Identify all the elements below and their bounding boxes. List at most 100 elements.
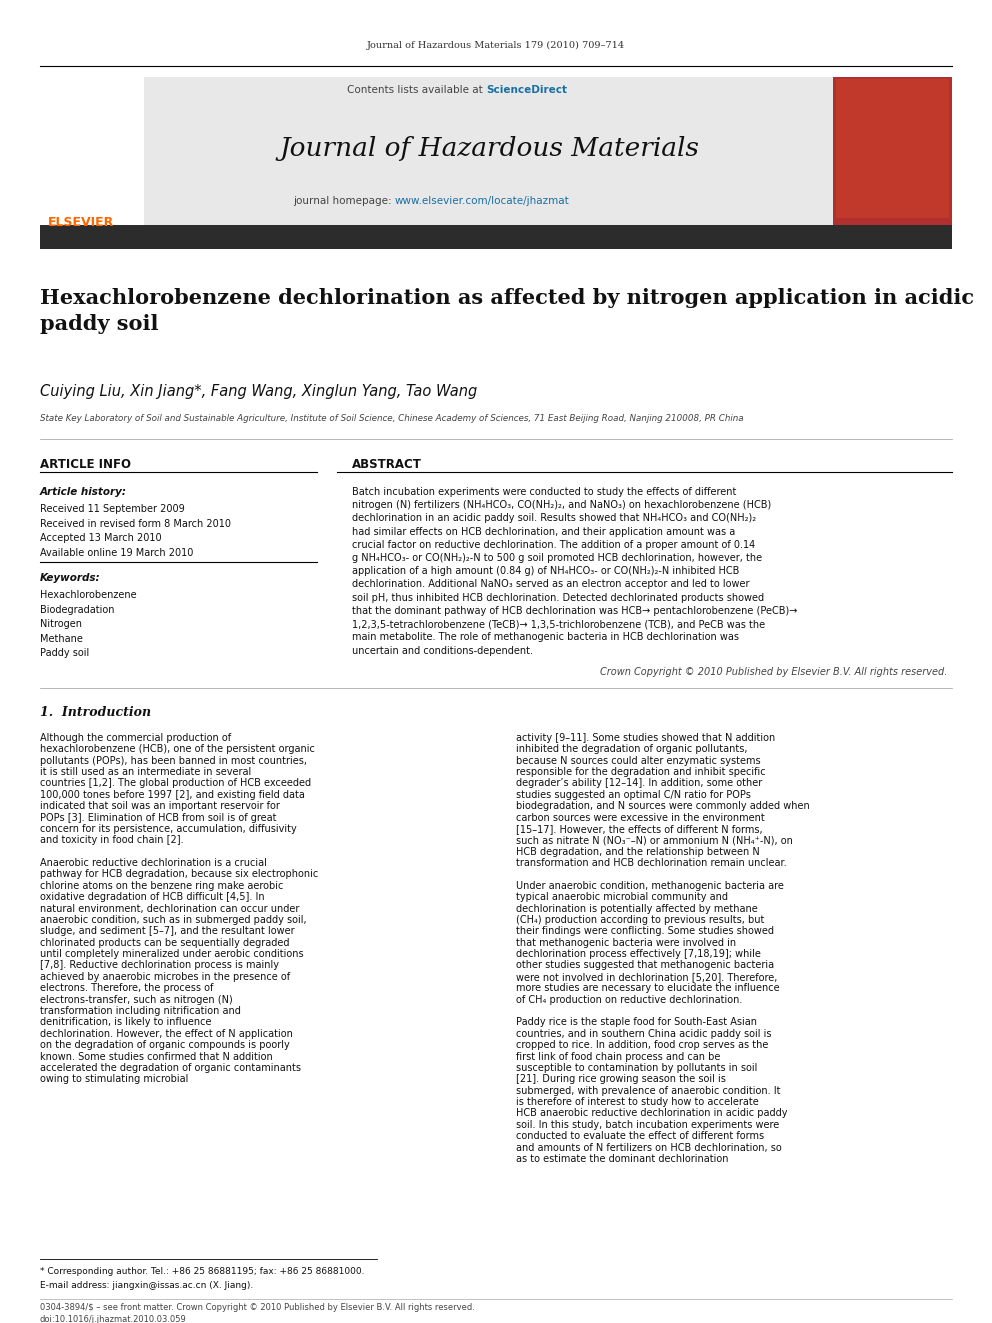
Text: countries, and in southern China acidic paddy soil is: countries, and in southern China acidic … bbox=[516, 1029, 772, 1039]
Text: [15–17]. However, the effects of different N forms,: [15–17]. However, the effects of differe… bbox=[516, 824, 763, 833]
Text: first link of food chain process and can be: first link of food chain process and can… bbox=[516, 1052, 720, 1061]
Text: biodegradation, and N sources were commonly added when: biodegradation, and N sources were commo… bbox=[516, 802, 809, 811]
Text: Article history:: Article history: bbox=[40, 487, 127, 497]
Text: [21]. During rice growing season the soil is: [21]. During rice growing season the soi… bbox=[516, 1074, 726, 1085]
Text: Under anaerobic condition, methanogenic bacteria are: Under anaerobic condition, methanogenic … bbox=[516, 881, 784, 890]
Text: uncertain and conditions-dependent.: uncertain and conditions-dependent. bbox=[352, 646, 533, 656]
Text: soil. In this study, batch incubation experiments were: soil. In this study, batch incubation ex… bbox=[516, 1119, 779, 1130]
Text: accelerated the degradation of organic contaminants: accelerated the degradation of organic c… bbox=[40, 1062, 301, 1073]
Text: Journal of Hazardous Materials 179 (2010) 709–714: Journal of Hazardous Materials 179 (2010… bbox=[367, 41, 625, 49]
Text: anaerobic condition, such as in submerged paddy soil,: anaerobic condition, such as in submerge… bbox=[40, 916, 307, 925]
Text: Methane: Methane bbox=[40, 634, 82, 644]
Text: indicated that soil was an important reservoir for: indicated that soil was an important res… bbox=[40, 802, 280, 811]
Text: is therefore of interest to study how to accelerate: is therefore of interest to study how to… bbox=[516, 1097, 759, 1107]
FancyBboxPatch shape bbox=[144, 77, 833, 225]
FancyBboxPatch shape bbox=[833, 77, 952, 225]
Text: ABSTRACT: ABSTRACT bbox=[352, 458, 422, 471]
Text: HCB degradation, and the relationship between N: HCB degradation, and the relationship be… bbox=[516, 847, 760, 857]
Text: Journal of Hazardous Materials: Journal of Hazardous Materials bbox=[279, 136, 699, 160]
Text: electrons-transfer, such as nitrogen (N): electrons-transfer, such as nitrogen (N) bbox=[40, 995, 232, 1004]
Text: and toxicity in food chain [2].: and toxicity in food chain [2]. bbox=[40, 835, 184, 845]
Text: electrons. Therefore, the process of: electrons. Therefore, the process of bbox=[40, 983, 213, 994]
Text: conducted to evaluate the effect of different forms: conducted to evaluate the effect of diff… bbox=[516, 1131, 764, 1142]
Text: pollutants (POPs), has been banned in most countries,: pollutants (POPs), has been banned in mo… bbox=[40, 755, 307, 766]
Text: their findings were conflicting. Some studies showed: their findings were conflicting. Some st… bbox=[516, 926, 774, 937]
Text: ELSEVIER: ELSEVIER bbox=[48, 216, 114, 229]
Text: such as nitrate N (NO₃⁻–N) or ammonium N (NH₄⁺-N), on: such as nitrate N (NO₃⁻–N) or ammonium N… bbox=[516, 835, 793, 845]
Text: countries [1,2]. The global production of HCB exceeded: countries [1,2]. The global production o… bbox=[40, 778, 310, 789]
FancyBboxPatch shape bbox=[40, 225, 952, 249]
Text: Anaerobic reductive dechlorination is a crucial: Anaerobic reductive dechlorination is a … bbox=[40, 859, 267, 868]
Text: pathway for HCB degradation, because six electrophonic: pathway for HCB degradation, because six… bbox=[40, 869, 317, 880]
Text: Received in revised form 8 March 2010: Received in revised form 8 March 2010 bbox=[40, 519, 231, 529]
Text: Paddy rice is the staple food for South-East Asian: Paddy rice is the staple food for South-… bbox=[516, 1017, 757, 1028]
Text: chlorine atoms on the benzene ring make aerobic: chlorine atoms on the benzene ring make … bbox=[40, 881, 283, 890]
Text: until completely mineralized under aerobic conditions: until completely mineralized under aerob… bbox=[40, 949, 304, 959]
Text: known. Some studies confirmed that N addition: known. Some studies confirmed that N add… bbox=[40, 1052, 273, 1061]
Text: oxidative degradation of HCB difficult [4,5]. In: oxidative degradation of HCB difficult [… bbox=[40, 892, 264, 902]
Text: Nitrogen: Nitrogen bbox=[40, 619, 81, 630]
Text: chlorinated products can be sequentially degraded: chlorinated products can be sequentially… bbox=[40, 938, 290, 947]
Text: dechlorination process effectively [7,18,19]; while: dechlorination process effectively [7,18… bbox=[516, 949, 761, 959]
Text: susceptible to contamination by pollutants in soil: susceptible to contamination by pollutan… bbox=[516, 1062, 757, 1073]
Text: because N sources could alter enzymatic systems: because N sources could alter enzymatic … bbox=[516, 755, 761, 766]
Text: owing to stimulating microbial: owing to stimulating microbial bbox=[40, 1074, 188, 1085]
Text: it is still used as an intermediate in several: it is still used as an intermediate in s… bbox=[40, 767, 251, 777]
FancyBboxPatch shape bbox=[836, 79, 949, 218]
Text: dechlorination in an acidic paddy soil. Results showed that NH₄HCO₃ and CO(NH₂)₂: dechlorination in an acidic paddy soil. … bbox=[352, 513, 756, 524]
Text: crucial factor on reductive dechlorination. The addition of a proper amount of 0: crucial factor on reductive dechlorinati… bbox=[352, 540, 756, 550]
Text: main metabolite. The role of methanogenic bacteria in HCB dechlorination was: main metabolite. The role of methanogeni… bbox=[352, 632, 739, 643]
Text: g NH₄HCO₃- or CO(NH₂)₂-N to 500 g soil promoted HCB dechlorination, however, the: g NH₄HCO₃- or CO(NH₂)₂-N to 500 g soil p… bbox=[352, 553, 762, 564]
Text: soil pH, thus inhibited HCB dechlorination. Detected dechlorinated products show: soil pH, thus inhibited HCB dechlorinati… bbox=[352, 593, 764, 603]
Text: www.elsevier.com/locate/jhazmat: www.elsevier.com/locate/jhazmat bbox=[395, 196, 569, 206]
Text: 1.  Introduction: 1. Introduction bbox=[40, 706, 151, 720]
Text: dechlorination. Additional NaNO₃ served as an electron acceptor and led to lower: dechlorination. Additional NaNO₃ served … bbox=[352, 579, 750, 590]
Text: more studies are necessary to elucidate the influence: more studies are necessary to elucidate … bbox=[516, 983, 780, 994]
Text: Hexachlorobenzene dechlorination as affected by nitrogen application in acidic
p: Hexachlorobenzene dechlorination as affe… bbox=[40, 288, 974, 333]
Text: Keywords:: Keywords: bbox=[40, 573, 100, 583]
Text: Received 11 September 2009: Received 11 September 2009 bbox=[40, 504, 185, 515]
Text: Biodegradation: Biodegradation bbox=[40, 605, 114, 615]
Text: activity [9–11]. Some studies showed that N addition: activity [9–11]. Some studies showed tha… bbox=[516, 733, 775, 744]
Text: ScienceDirect: ScienceDirect bbox=[486, 85, 567, 95]
Text: transformation including nitrification and: transformation including nitrification a… bbox=[40, 1005, 240, 1016]
Text: on the degradation of organic compounds is poorly: on the degradation of organic compounds … bbox=[40, 1040, 290, 1050]
Text: carbon sources were excessive in the environment: carbon sources were excessive in the env… bbox=[516, 812, 765, 823]
Text: cropped to rice. In addition, food crop serves as the: cropped to rice. In addition, food crop … bbox=[516, 1040, 768, 1050]
Text: other studies suggested that methanogenic bacteria: other studies suggested that methanogeni… bbox=[516, 960, 774, 971]
Text: transformation and HCB dechlorination remain unclear.: transformation and HCB dechlorination re… bbox=[516, 859, 787, 868]
Text: that methanogenic bacteria were involved in: that methanogenic bacteria were involved… bbox=[516, 938, 736, 947]
Text: natural environment, dechlorination can occur under: natural environment, dechlorination can … bbox=[40, 904, 299, 914]
Text: denitrification, is likely to influence: denitrification, is likely to influence bbox=[40, 1017, 211, 1028]
Text: POPs [3]. Elimination of HCB from soil is of great: POPs [3]. Elimination of HCB from soil i… bbox=[40, 812, 276, 823]
Text: submerged, with prevalence of anaerobic condition. It: submerged, with prevalence of anaerobic … bbox=[516, 1086, 781, 1095]
Text: as to estimate the dominant dechlorination: as to estimate the dominant dechlorinati… bbox=[516, 1154, 728, 1164]
Text: responsible for the degradation and inhibit specific: responsible for the degradation and inhi… bbox=[516, 767, 766, 777]
Text: doi:10.1016/j.jhazmat.2010.03.059: doi:10.1016/j.jhazmat.2010.03.059 bbox=[40, 1315, 186, 1323]
Text: inhibited the degradation of organic pollutants,: inhibited the degradation of organic pol… bbox=[516, 745, 747, 754]
Text: Batch incubation experiments were conducted to study the effects of different: Batch incubation experiments were conduc… bbox=[352, 487, 736, 497]
Text: concern for its persistence, accumulation, diffusivity: concern for its persistence, accumulatio… bbox=[40, 824, 297, 833]
Text: E-mail address: jiangxin@issas.ac.cn (X. Jiang).: E-mail address: jiangxin@issas.ac.cn (X.… bbox=[40, 1281, 253, 1290]
Text: [7,8]. Reductive dechlorination process is mainly: [7,8]. Reductive dechlorination process … bbox=[40, 960, 279, 971]
Text: (CH₄) production according to previous results, but: (CH₄) production according to previous r… bbox=[516, 916, 764, 925]
Text: dechlorination. However, the effect of N application: dechlorination. However, the effect of N… bbox=[40, 1029, 293, 1039]
Text: Although the commercial production of: Although the commercial production of bbox=[40, 733, 231, 744]
Text: * Corresponding author. Tel.: +86 25 86881195; fax: +86 25 86881000.: * Corresponding author. Tel.: +86 25 868… bbox=[40, 1267, 364, 1277]
Text: studies suggested an optimal C/N ratio for POPs: studies suggested an optimal C/N ratio f… bbox=[516, 790, 751, 800]
Text: 1,2,3,5-tetrachlorobenzene (TeCB)→ 1,3,5-trichlorobenzene (TCB), and PeCB was th: 1,2,3,5-tetrachlorobenzene (TeCB)→ 1,3,5… bbox=[352, 619, 765, 630]
Text: Hexachlorobenzene: Hexachlorobenzene bbox=[40, 590, 136, 601]
Text: Contents lists available at: Contents lists available at bbox=[347, 85, 486, 95]
Text: that the dominant pathway of HCB dechlorination was HCB→ pentachlorobenzene (PeC: that the dominant pathway of HCB dechlor… bbox=[352, 606, 798, 617]
FancyBboxPatch shape bbox=[40, 77, 144, 225]
Text: 0304-3894/$ – see front matter. Crown Copyright © 2010 Published by Elsevier B.V: 0304-3894/$ – see front matter. Crown Co… bbox=[40, 1303, 474, 1312]
Text: Paddy soil: Paddy soil bbox=[40, 648, 89, 659]
Text: had similar effects on HCB dechlorination, and their application amount was a: had similar effects on HCB dechlorinatio… bbox=[352, 527, 735, 537]
Text: nitrogen (N) fertilizers (NH₄HCO₃, CO(NH₂)₂, and NaNO₃) on hexachlorobenzene (HC: nitrogen (N) fertilizers (NH₄HCO₃, CO(NH… bbox=[352, 500, 772, 511]
Text: journal homepage:: journal homepage: bbox=[293, 196, 395, 206]
Text: and amounts of N fertilizers on HCB dechlorination, so: and amounts of N fertilizers on HCB dech… bbox=[516, 1143, 782, 1152]
Text: sludge, and sediment [5–7], and the resultant lower: sludge, and sediment [5–7], and the resu… bbox=[40, 926, 295, 937]
Text: ARTICLE INFO: ARTICLE INFO bbox=[40, 458, 131, 471]
Text: Cuiying Liu, Xin Jiang*, Fang Wang, Xinglun Yang, Tao Wang: Cuiying Liu, Xin Jiang*, Fang Wang, Xing… bbox=[40, 384, 477, 398]
Text: 100,000 tones before 1997 [2], and existing field data: 100,000 tones before 1997 [2], and exist… bbox=[40, 790, 305, 800]
